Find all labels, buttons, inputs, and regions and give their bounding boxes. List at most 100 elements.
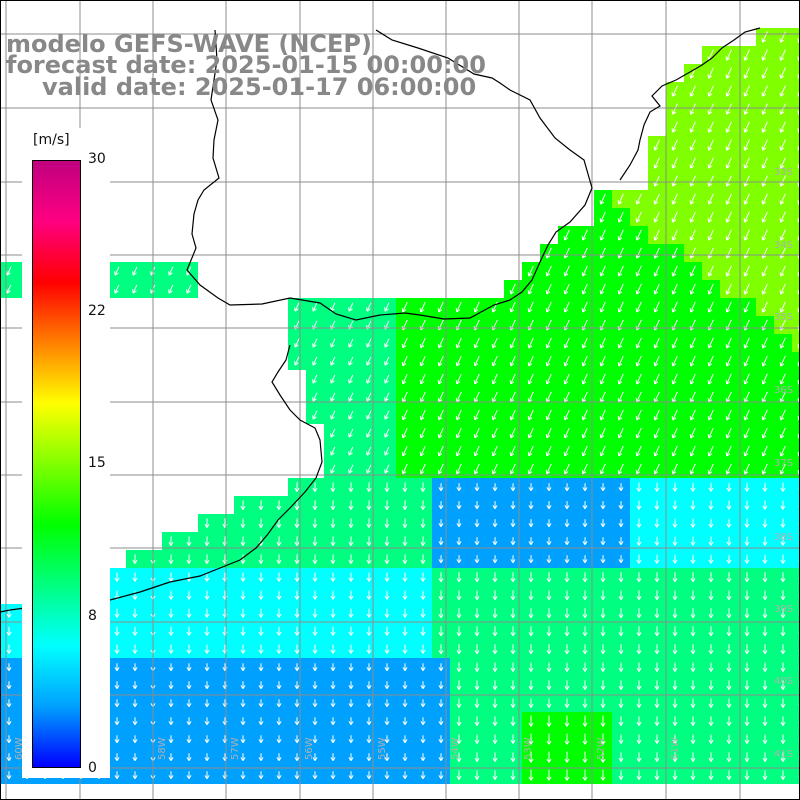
wind-arrow — [204, 735, 210, 744]
wind-arrow — [564, 662, 570, 672]
wind-arrow — [635, 373, 642, 385]
wind-arrow — [761, 265, 768, 277]
wind-arrow — [671, 193, 678, 205]
wind-arrow — [456, 608, 462, 619]
wind-arrow — [509, 427, 516, 439]
wind-arrow — [455, 463, 462, 475]
wind-speed-cell — [792, 766, 800, 784]
wind-arrow — [546, 572, 552, 583]
wind-arrow — [654, 716, 660, 726]
wind-arrow — [420, 500, 426, 510]
wind-arrow — [240, 753, 246, 762]
wind-arrow — [653, 229, 660, 241]
wind-arrow — [348, 608, 354, 618]
wind-arrow — [546, 519, 552, 528]
wind-arrow — [366, 392, 372, 402]
wind-arrow — [762, 572, 768, 583]
lat-label: 38S — [774, 532, 793, 543]
wind-arrow — [402, 626, 408, 636]
wind-arrow — [779, 193, 786, 205]
wind-arrow — [312, 699, 318, 708]
wind-arrow — [294, 753, 300, 762]
wind-arrow — [384, 392, 390, 402]
wind-arrow — [780, 770, 786, 780]
wind-arrow — [114, 572, 120, 582]
wind-arrow — [654, 572, 660, 583]
wind-arrow — [743, 229, 750, 241]
wind-arrow — [258, 717, 264, 726]
wind-arrow — [186, 753, 192, 762]
wind-arrow — [330, 338, 336, 348]
wind-arrow — [401, 355, 408, 367]
wind-arrow — [600, 733, 606, 745]
wind-arrow — [743, 121, 750, 133]
lat-label: 35S — [774, 312, 793, 323]
wind-arrow — [366, 699, 372, 708]
wind-arrow — [635, 427, 642, 439]
wind-arrow — [743, 193, 750, 205]
wind-arrow — [474, 590, 480, 601]
wind-arrow — [438, 699, 444, 708]
wind-arrow — [402, 735, 408, 744]
wind-arrow — [563, 337, 570, 349]
wind-arrow — [618, 644, 624, 655]
wind-arrow — [582, 626, 588, 637]
wind-arrow — [743, 67, 750, 79]
wind-arrow — [582, 590, 588, 601]
wind-arrow — [689, 427, 696, 439]
wind-arrow — [564, 715, 570, 727]
wind-arrow — [617, 193, 624, 205]
wind-arrow — [312, 518, 318, 528]
wind-arrow — [258, 554, 264, 564]
wind-arrow — [600, 501, 606, 510]
wind-arrow — [366, 500, 372, 510]
wind-arrow — [725, 445, 732, 457]
wind-arrow — [762, 608, 768, 619]
wind-arrow — [509, 445, 516, 457]
wind-arrow — [545, 283, 552, 295]
wind-arrow — [348, 482, 354, 492]
wind-arrow — [420, 590, 426, 600]
wind-arrow — [330, 536, 336, 546]
wind-arrow — [186, 626, 192, 636]
wind-arrow — [366, 338, 372, 348]
wind-arrow — [348, 464, 354, 474]
wind-arrow — [384, 663, 390, 672]
wind-arrow — [420, 681, 426, 690]
wind-arrow — [491, 337, 498, 349]
wind-arrow — [599, 301, 606, 313]
wind-arrow — [708, 518, 714, 528]
wind-arrow — [779, 175, 786, 187]
wind-arrow — [743, 337, 750, 349]
wind-arrow — [240, 735, 246, 744]
wind-arrow — [563, 301, 570, 313]
wind-arrow — [492, 662, 498, 672]
wind-arrow — [779, 409, 786, 421]
wind-arrow — [618, 537, 624, 546]
wind-arrow — [726, 752, 732, 762]
wind-arrow — [743, 373, 750, 385]
wind-arrow — [510, 734, 516, 744]
wind-arrow — [186, 663, 192, 672]
wind-arrow — [366, 446, 372, 456]
wind-arrow — [689, 301, 696, 313]
wind-arrow — [348, 302, 354, 312]
lon-label: 51W — [670, 737, 681, 760]
wind-arrow — [492, 608, 498, 619]
wind-arrow — [581, 373, 588, 385]
wind-arrow — [330, 572, 336, 582]
wind-arrow — [312, 663, 318, 672]
wind-arrow — [528, 680, 534, 690]
wind-arrow — [455, 373, 462, 385]
wind-arrow — [509, 283, 516, 295]
wind-arrow — [6, 266, 12, 276]
wind-speed-cell — [792, 442, 800, 460]
wind-arrow — [348, 590, 354, 600]
wind-arrow — [725, 175, 732, 187]
wind-arrow — [6, 699, 12, 708]
wind-arrow — [707, 337, 714, 349]
wind-arrow — [384, 356, 390, 366]
wind-arrow — [492, 537, 498, 546]
colorbar-gradient — [32, 160, 81, 768]
